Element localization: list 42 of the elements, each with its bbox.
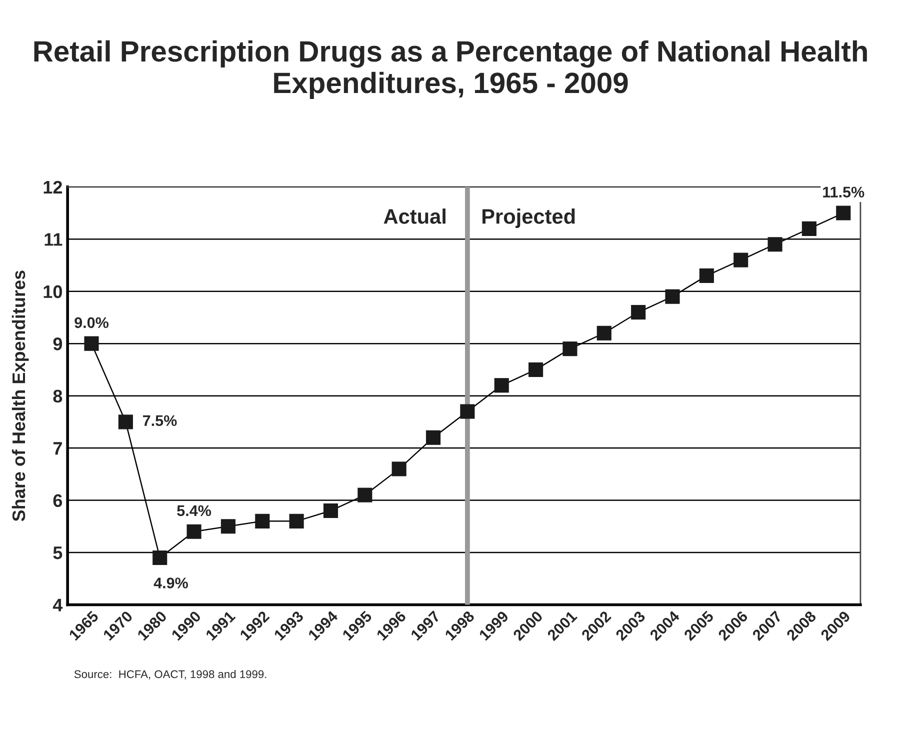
point — [734, 252, 748, 268]
point — [802, 221, 816, 236]
point — [392, 462, 406, 476]
y-tick-label: 9 — [53, 338, 62, 350]
point — [665, 289, 680, 304]
point — [323, 503, 338, 518]
y-tick-label: 4 — [52, 598, 63, 612]
point — [152, 550, 168, 566]
point — [596, 326, 612, 340]
data-label: 5.4% — [177, 505, 212, 516]
y-axis-title: Share of Health Expenditures — [12, 270, 29, 522]
y-tick-label: 12 — [44, 180, 62, 194]
y-tick-label: 6 — [53, 494, 62, 507]
annotation: Projected — [482, 208, 575, 228]
source-note: Source: HCFA, OACT, 1998 and 1999. — [74, 670, 266, 680]
point — [220, 519, 236, 534]
y-tick-label: 11 — [44, 233, 62, 246]
y-tick-label: 10 — [44, 285, 62, 298]
point — [84, 336, 99, 351]
point — [836, 206, 851, 220]
point — [255, 514, 270, 528]
point — [358, 488, 372, 502]
point — [186, 524, 202, 539]
data-label: 11.5% — [823, 186, 864, 198]
annotation: Actual — [384, 208, 446, 224]
point — [460, 404, 475, 419]
point — [289, 514, 304, 528]
point — [562, 342, 578, 356]
point — [768, 237, 782, 252]
point — [699, 268, 714, 283]
point — [426, 430, 441, 445]
y-tick-label: 7 — [53, 442, 62, 455]
point — [631, 304, 646, 320]
data-label: 9.0% — [74, 317, 109, 328]
y-tick-label: 8 — [53, 390, 62, 403]
point — [494, 378, 509, 393]
point — [528, 362, 544, 377]
chart-title: Retail Prescription Drugs as a Percentage of National Health Expenditures, 1965 - 2009 — [34, 40, 867, 100]
data-label: 4.9% — [154, 578, 188, 588]
point — [118, 414, 133, 430]
y-tick-label: 5 — [53, 546, 62, 560]
data-label: 7.5% — [142, 415, 177, 426]
